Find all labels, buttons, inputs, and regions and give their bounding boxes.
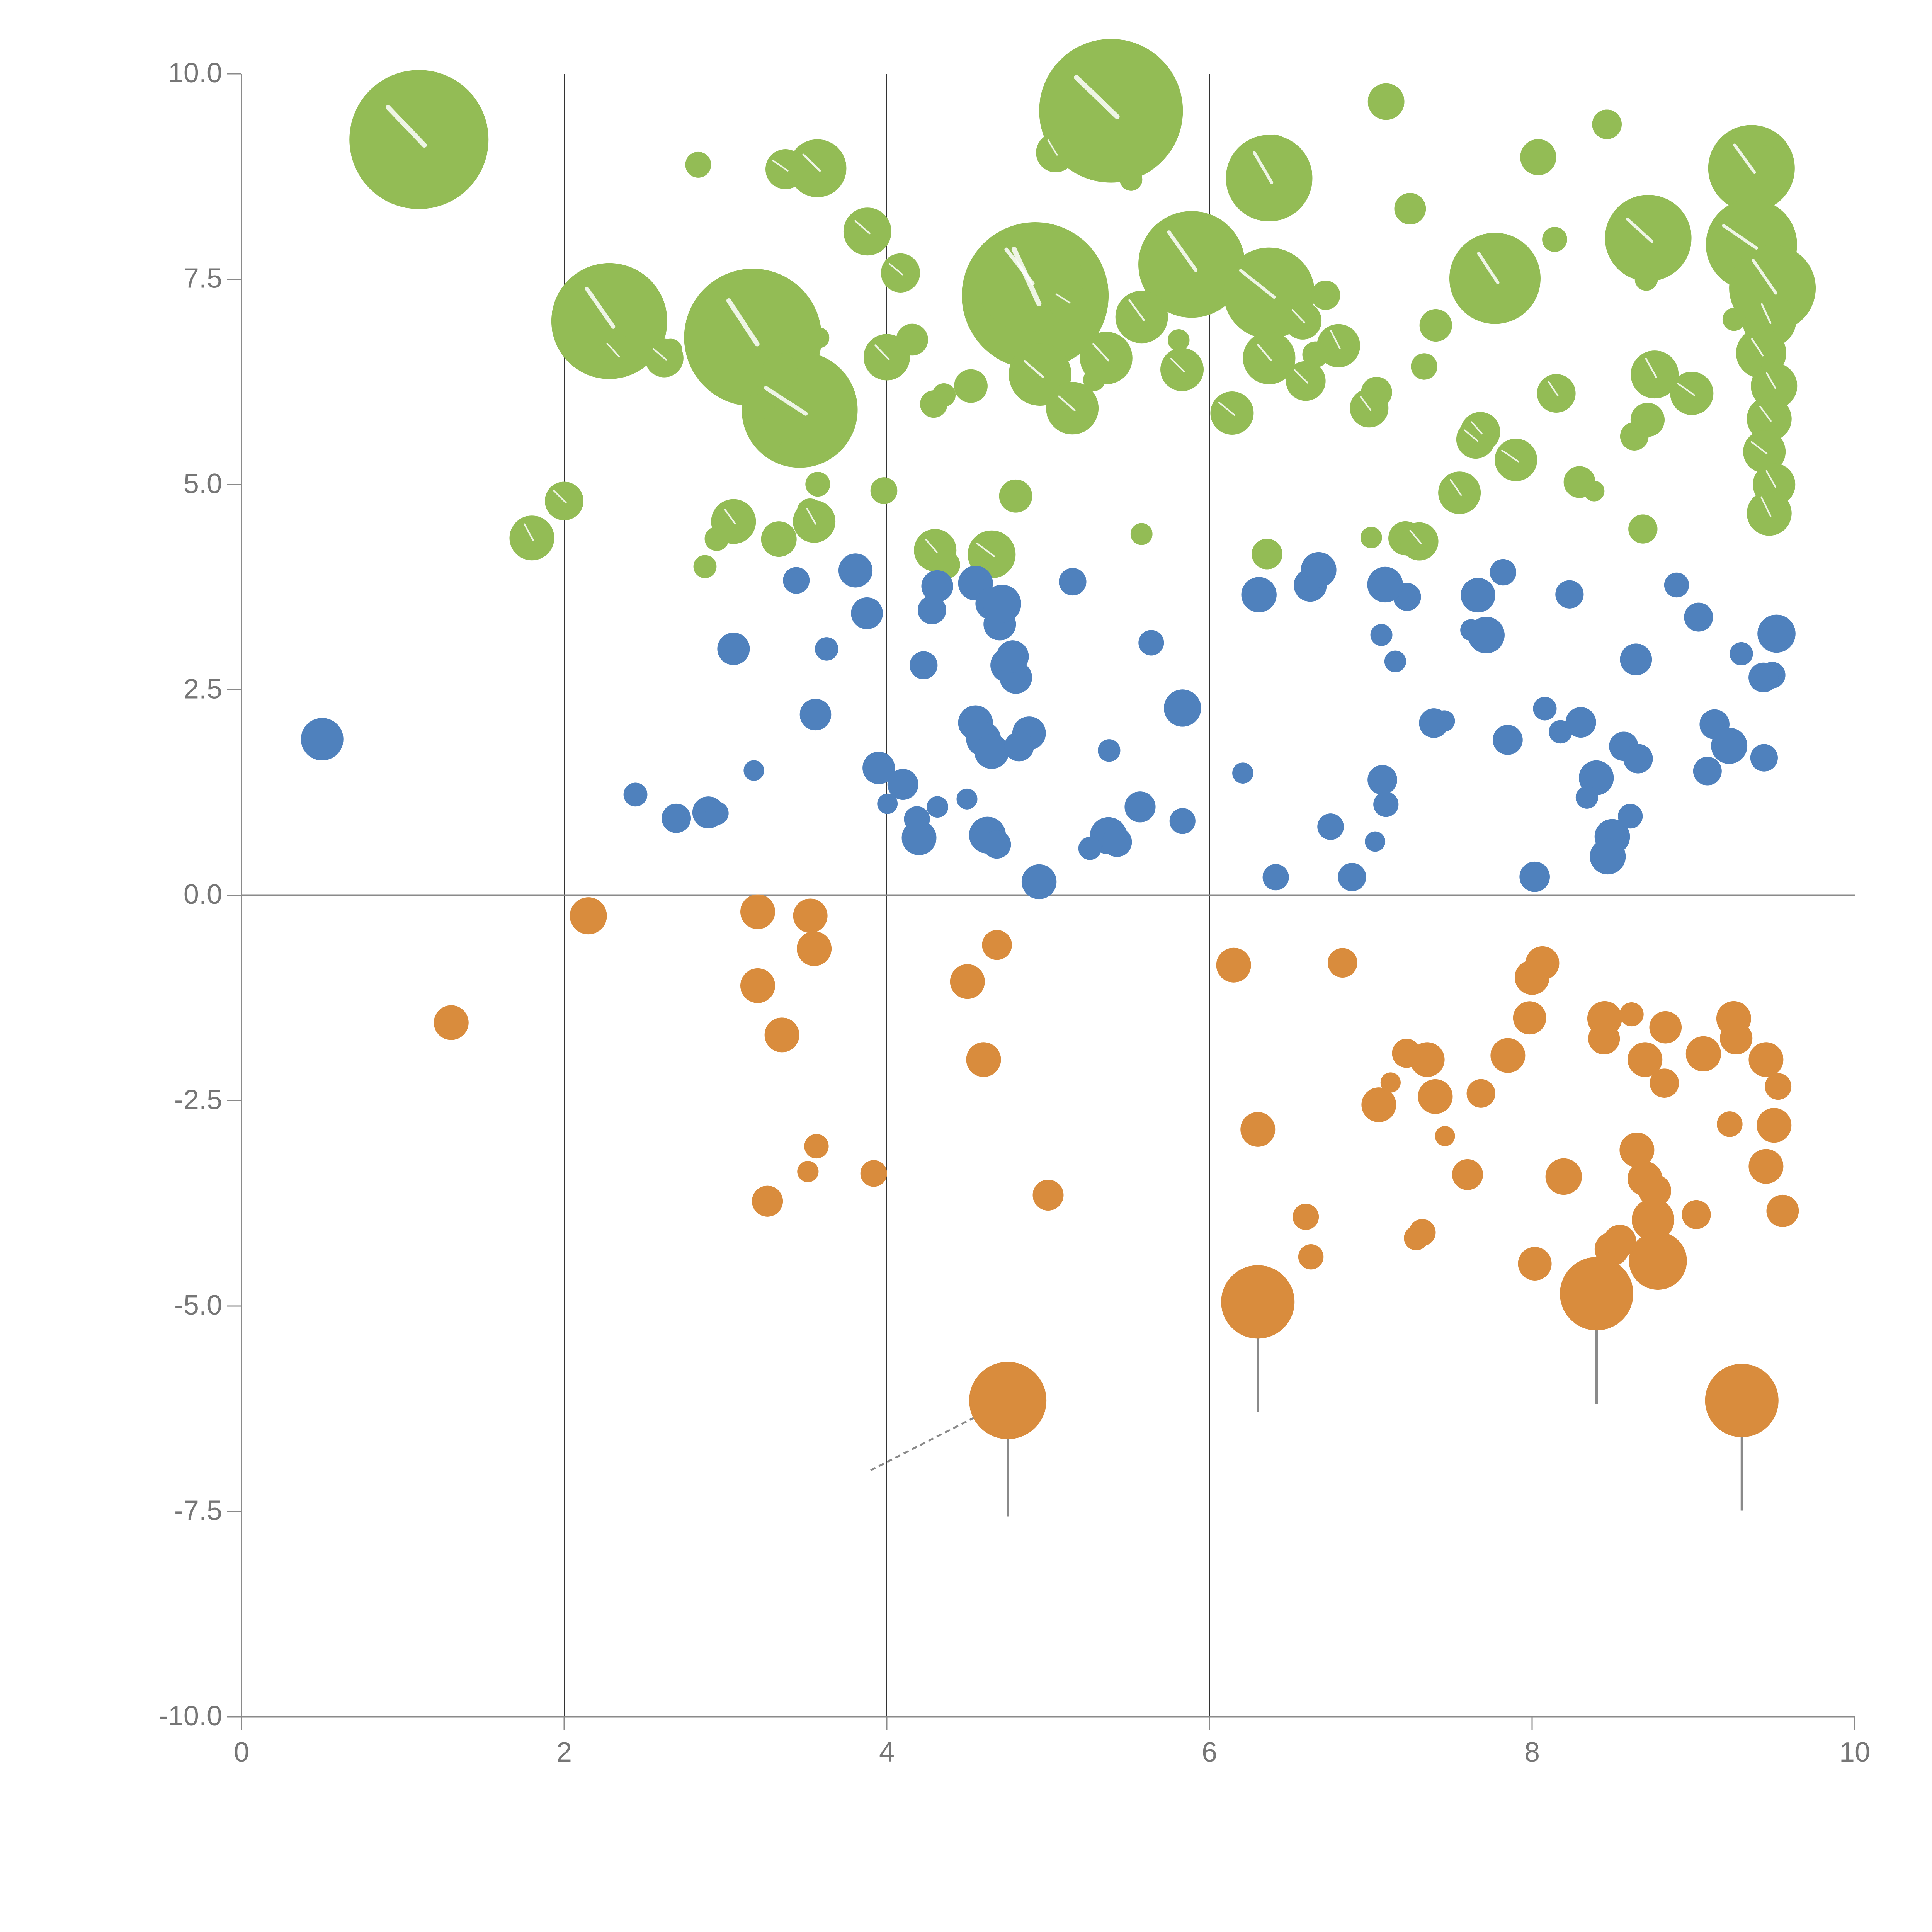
svg-text:5.0: 5.0 [184, 468, 222, 499]
svg-text:2.5: 2.5 [184, 674, 222, 705]
svg-text:0.0: 0.0 [184, 879, 222, 910]
svg-text:4: 4 [879, 1737, 895, 1768]
svg-text:8: 8 [1524, 1737, 1540, 1768]
svg-text:-5.0: -5.0 [174, 1290, 222, 1321]
svg-text:0: 0 [234, 1737, 249, 1768]
svg-text:-2.5: -2.5 [174, 1085, 222, 1116]
svg-text:10: 10 [1839, 1737, 1870, 1768]
svg-text:-7.5: -7.5 [174, 1495, 222, 1526]
svg-text:-10.0: -10.0 [159, 1701, 222, 1731]
svg-text:2: 2 [556, 1737, 572, 1768]
svg-text:10.0: 10.0 [168, 58, 222, 88]
svg-text:7.5: 7.5 [184, 263, 222, 294]
svg-text:6: 6 [1202, 1737, 1217, 1768]
